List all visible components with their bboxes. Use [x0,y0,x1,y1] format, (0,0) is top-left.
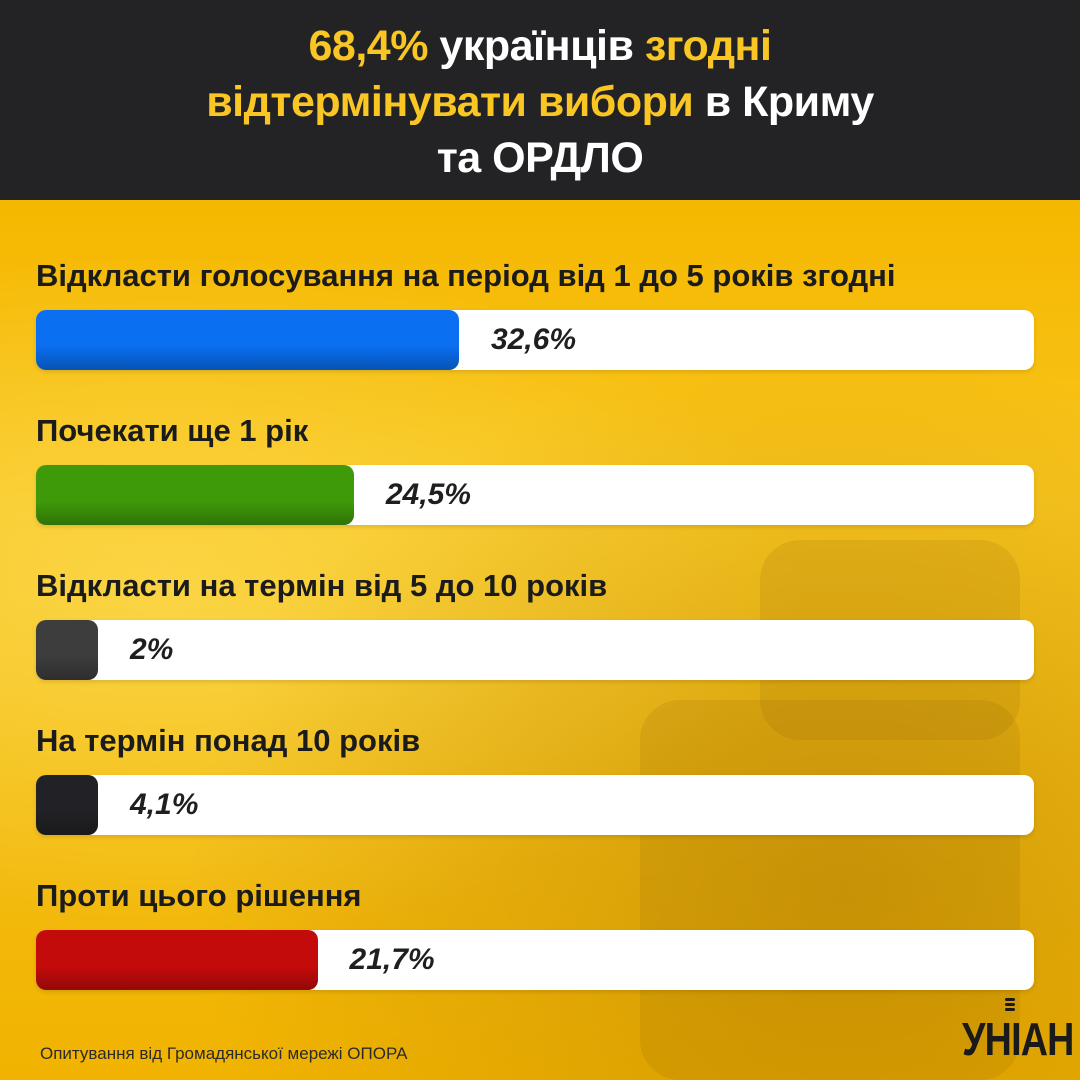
unian-logo: УНІАН [962,998,1074,1068]
bar-track: 4,1% [36,775,1034,835]
bar-item: Почекати ще 1 рік 24,5% [36,411,1034,525]
bar-label: Почекати ще 1 рік [36,413,309,448]
bar-value-label: 24,5% [385,478,471,511]
bar-item: Відкласти голосування на період від 1 до… [36,256,1034,370]
bar-fill [36,310,459,370]
bar-track: 2% [36,620,1034,680]
title-text-ordlo: та ОРДЛО [436,134,644,182]
title-highlight-postpone: відтермінувати вибори [206,78,694,126]
logo-text: УНІАН [962,1013,1074,1065]
bar-value-label: 32,6% [490,323,577,356]
bar-item: На термін понад 10 років 4,1% [36,721,1034,835]
background-ballot-box-shape [640,700,1020,1080]
bar-value-label: 4,1% [130,788,199,821]
bar-fill [36,930,318,990]
header: 68,4% українців згодні відтермінувати ви… [0,0,1080,200]
bar-value-label: 21,7% [349,943,435,976]
title-text-crimea: в Криму [693,78,875,126]
bar-label: Відкласти голосування на період від 1 до… [36,258,896,293]
bar-value-label: 2% [130,633,174,666]
bar-track: 24,5% [36,465,1034,525]
bar-label: На термін понад 10 років [36,723,421,758]
bar-track: 32,6% [36,310,1034,370]
bar-label: Відкласти на термін від 5 до 10 років [36,568,608,603]
bar-fill [36,775,98,835]
title-highlight-percent: 68,4% [308,22,429,70]
title-highlight-agree: згодні [644,22,772,70]
source-note: Опитування від Громадянської мережі ОПОР… [40,1044,408,1063]
bar-item: Відкласти на термін від 5 до 10 років 2% [36,566,1034,680]
bar-item: Проти цього рішення 21,7% [36,876,1034,990]
title-text: українців [427,22,645,70]
bar-fill [36,620,98,680]
page-title: 68,4% українців згодні відтермінувати ви… [40,18,1040,186]
bar-track: 21,7% [36,930,1034,990]
bar-fill [36,465,354,525]
bar-label: Проти цього рішення [36,878,362,913]
microphone-icon [1005,998,1015,1011]
